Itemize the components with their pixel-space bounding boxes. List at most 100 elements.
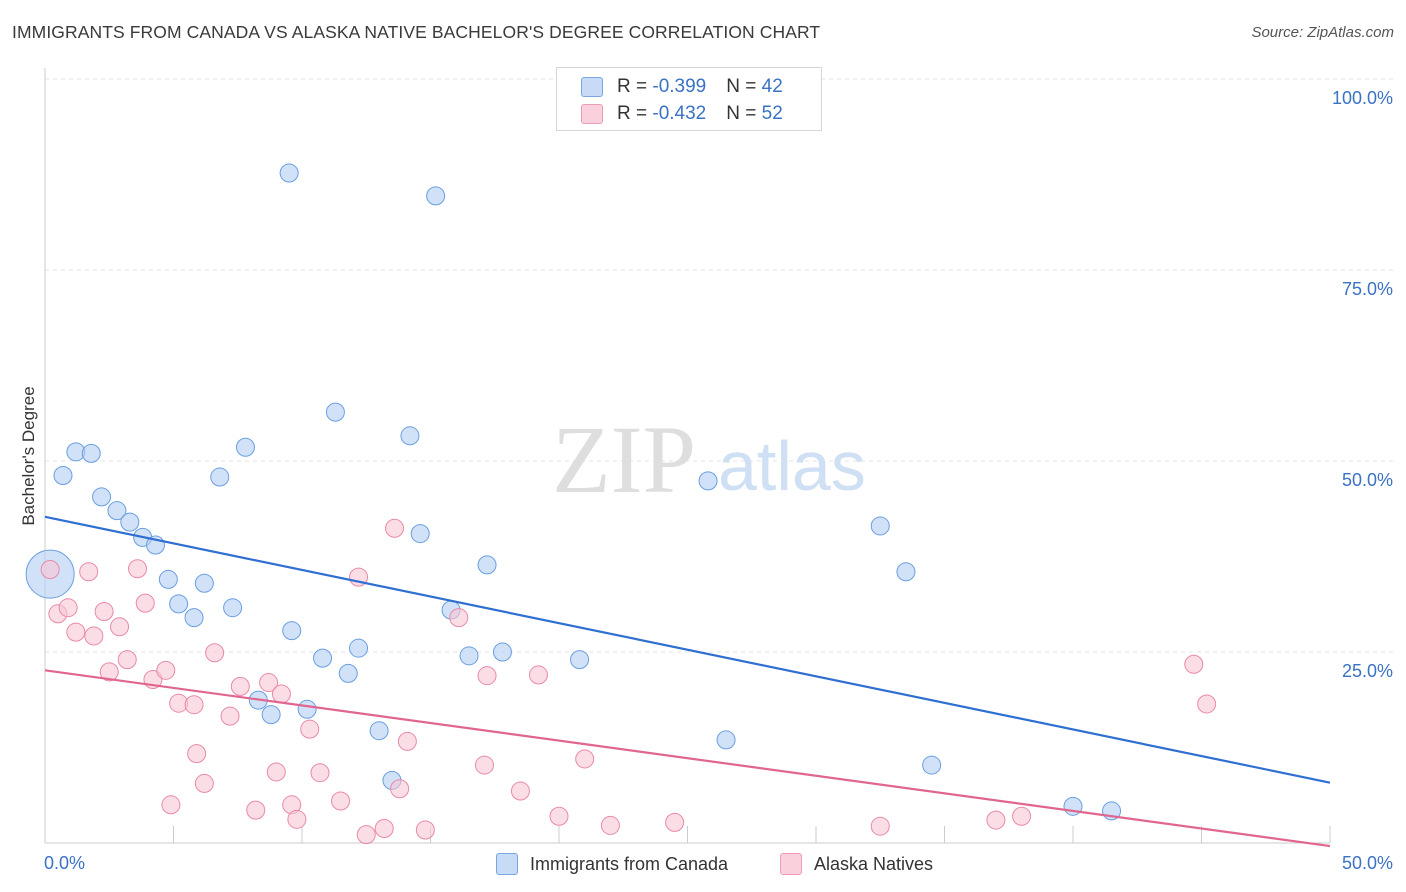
watermark: ZIP atlas — [552, 406, 866, 513]
point-immigrants-canada — [81, 443, 101, 463]
bottom-legend-label-canada: Immigrants from Canada — [530, 853, 729, 874]
bottom-legend-swatch-alaska — [780, 853, 802, 875]
point-alaska-natives — [84, 626, 104, 646]
point-immigrants-canada — [261, 705, 281, 725]
point-immigrants-canada — [922, 755, 942, 775]
point-alaska-natives — [600, 815, 620, 835]
point-alaska-natives — [246, 800, 266, 820]
point-alaska-natives — [300, 719, 320, 739]
legend-r-value: -0.399 — [652, 76, 707, 97]
point-immigrants-canada — [235, 437, 255, 457]
point-immigrants-canada — [158, 569, 178, 589]
point-immigrants-canada — [325, 402, 345, 422]
trend-lines — [44, 515, 1331, 848]
point-alaska-natives — [205, 643, 225, 663]
point-immigrants-canada — [459, 646, 479, 666]
point-alaska-natives — [528, 665, 548, 685]
y-tick-label: 75.0% — [1342, 279, 1393, 299]
point-immigrants-canada — [349, 638, 369, 658]
point-alaska-natives — [986, 810, 1006, 830]
point-immigrants-canada — [169, 594, 189, 614]
point-alaska-natives — [390, 779, 410, 799]
point-alaska-natives — [266, 762, 286, 782]
point-alaska-natives — [1197, 694, 1217, 714]
trend-line-canada — [44, 515, 1331, 784]
x-tick-label: 0.0% — [44, 853, 85, 873]
point-immigrants-canada — [210, 467, 230, 487]
point-alaska-natives — [870, 816, 890, 836]
bottom-legend-canada: Immigrants from Canada — [496, 852, 728, 876]
watermark-atlas: atlas — [718, 427, 866, 505]
point-immigrants-canada — [492, 642, 512, 662]
point-immigrants-canada — [297, 699, 317, 719]
legend-n-value: 42 — [761, 76, 783, 97]
point-alaska-natives — [665, 812, 685, 832]
legend-n-label: N = — [726, 103, 762, 124]
source-label: Source: ZipAtlas.com — [1251, 24, 1394, 41]
legend-n-label: N = — [726, 76, 762, 97]
point-alaska-natives — [117, 650, 137, 670]
legend-n-value: 52 — [761, 103, 783, 124]
point-alaska-natives — [135, 593, 155, 613]
point-alaska-natives — [310, 763, 330, 783]
point-immigrants-canada — [53, 466, 73, 486]
point-alaska-natives — [156, 660, 176, 680]
point-alaska-natives — [187, 744, 207, 764]
chart-title: IMMIGRANTS FROM CANADA VS ALASKA NATIVE … — [12, 22, 821, 42]
legend-swatch-canada — [581, 77, 603, 97]
point-alaska-natives — [194, 773, 214, 793]
legend-r-value: -0.432 — [652, 103, 707, 124]
x-tick-label: 50.0% — [1342, 853, 1393, 873]
point-immigrants-canada — [279, 163, 299, 183]
point-immigrants-canada — [194, 573, 214, 593]
point-immigrants-canada — [184, 608, 204, 628]
bottom-legend-swatch-canada — [496, 853, 518, 875]
legend-swatch-alaska — [581, 104, 603, 124]
point-alaska-natives — [110, 617, 130, 637]
point-alaska-natives — [58, 598, 78, 618]
point-immigrants-canada — [92, 487, 112, 507]
point-alaska-natives — [356, 825, 376, 845]
bottom-legend-label-alaska: Alaska Natives — [814, 853, 934, 874]
legend-row-canada: R = -0.399 N = 42 — [581, 73, 783, 101]
point-alaska-natives — [575, 749, 595, 769]
point-alaska-natives — [128, 559, 148, 579]
point-alaska-natives — [161, 795, 181, 815]
point-alaska-natives — [374, 818, 394, 838]
point-immigrants-canada — [410, 524, 430, 544]
point-immigrants-canada — [870, 516, 890, 536]
point-immigrants-canada — [570, 650, 590, 670]
y-axis-label: Bachelor's Degree — [19, 386, 38, 525]
data-points — [25, 163, 1217, 845]
point-alaska-natives — [549, 806, 569, 826]
point-alaska-natives — [66, 622, 86, 642]
point-alaska-natives — [220, 706, 240, 726]
point-immigrants-canada — [698, 471, 718, 491]
point-immigrants-canada — [120, 512, 140, 532]
point-immigrants-canada — [313, 648, 333, 668]
point-immigrants-canada — [477, 555, 497, 575]
y-tick-label: 25.0% — [1342, 661, 1393, 681]
point-alaska-natives — [397, 731, 417, 751]
legend-row-alaska: R = -0.432 N = 52 — [581, 100, 783, 128]
point-alaska-natives — [477, 666, 497, 686]
point-alaska-natives — [40, 559, 60, 579]
axes — [44, 68, 1331, 844]
point-alaska-natives — [331, 791, 351, 811]
point-alaska-natives — [259, 673, 279, 693]
point-alaska-natives — [271, 684, 291, 704]
point-immigrants-canada — [282, 621, 302, 641]
y-tick-label: 100.0% — [1332, 88, 1393, 108]
legend-r-label: R = — [617, 103, 653, 124]
point-immigrants-canada — [896, 562, 916, 582]
point-immigrants-canada — [107, 501, 127, 521]
point-alaska-natives — [510, 781, 530, 801]
legend-r-label: R = — [617, 76, 653, 97]
point-alaska-natives — [1184, 654, 1204, 674]
point-alaska-natives — [184, 695, 204, 715]
y-tick-label: 50.0% — [1342, 470, 1393, 490]
point-alaska-natives — [415, 820, 435, 840]
watermark-zip: ZIP — [552, 406, 696, 513]
point-immigrants-canada — [338, 663, 358, 683]
